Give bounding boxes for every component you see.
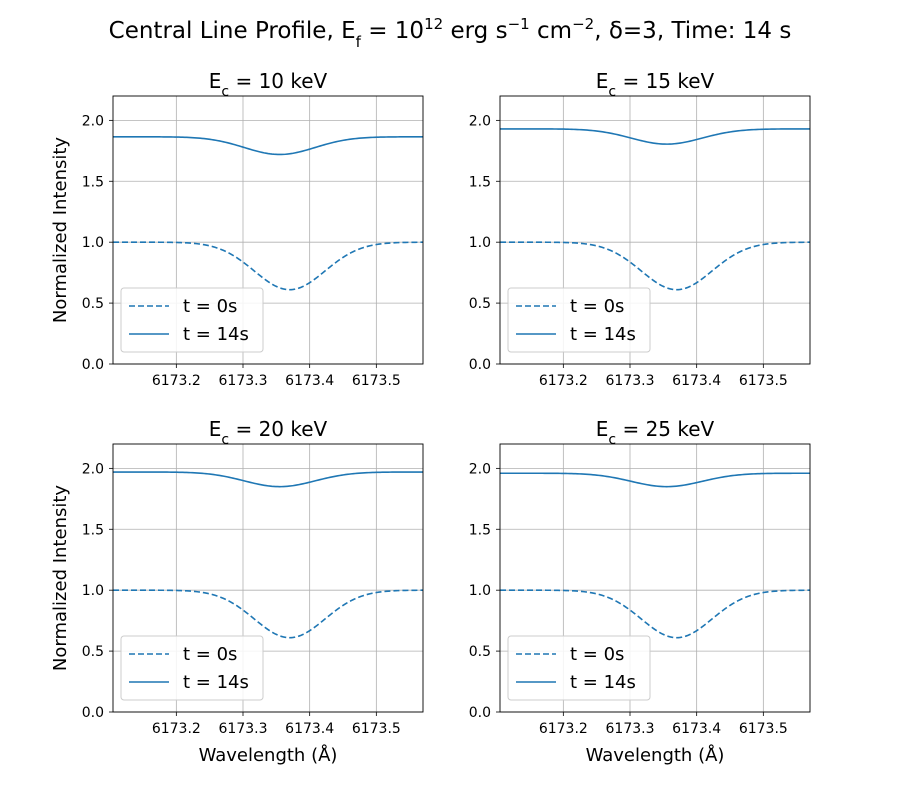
y-axis-label: Normalized Intensity — [50, 137, 71, 323]
legend-box — [120, 635, 264, 701]
legend-label: t = 0s — [183, 296, 237, 317]
y-tick-label: 1.5 — [82, 174, 104, 190]
x-tick-label: 6173.4 — [285, 721, 334, 737]
chart-panel-2: 6173.2 6173.3 6173.4 6173.5 0.0 0.5 1.0 1.5 2.0 E… — [469, 69, 811, 389]
panel-title: Ec = 25 keV — [596, 417, 715, 448]
legend-box — [120, 287, 264, 353]
y-tick-label: 0.5 — [469, 644, 491, 660]
y-tick-label: 2.0 — [82, 113, 104, 129]
y-tick-label: 2.0 — [469, 461, 491, 477]
x-tick-label: 6173.2 — [539, 721, 588, 737]
y-tick-label: 1.0 — [469, 583, 491, 599]
legend-label: t = 14s — [570, 672, 636, 693]
x-tick-label: 6173.5 — [352, 373, 401, 389]
y-tick-label: 1.5 — [469, 522, 491, 538]
legend-label: t = 0s — [183, 644, 237, 665]
chart-panel-4: 6173.2 6173.3 6173.4 6173.5 0.0 0.5 1.0 1.5 2.0 E… — [469, 417, 811, 766]
chart-panel-1: 6173.2 6173.3 6173.4 6173.5 0.0 0.5 1.0 1.5 2.0 E… — [50, 69, 424, 389]
x-axis-label: Wavelength (Å) — [586, 744, 725, 766]
y-tick-label: 0.5 — [82, 644, 104, 660]
plot-frame — [112, 443, 424, 713]
legend-box — [507, 635, 651, 701]
legend-label: t = 14s — [570, 324, 636, 345]
series-line-t0 — [500, 589, 811, 639]
x-tick-label: 6173.2 — [539, 373, 588, 389]
y-tick-label: 0.5 — [469, 296, 491, 312]
x-tick-label: 6173.5 — [352, 721, 401, 737]
y-tick-label: 1.5 — [469, 174, 491, 190]
x-tick-label: 6173.5 — [739, 373, 788, 389]
series-line-t0 — [113, 241, 424, 291]
panel-title: Ec = 20 keV — [209, 417, 328, 448]
y-tick-label: 2.0 — [82, 461, 104, 477]
chart-panel-3: 6173.2 6173.3 6173.4 6173.5 0.0 0.5 1.0 1.5 2.0 E… — [50, 417, 424, 766]
legend-label: t = 14s — [183, 672, 249, 693]
series-line-t0 — [500, 241, 811, 291]
x-tick-label: 6173.3 — [219, 373, 268, 389]
x-tick-label: 6173.2 — [152, 373, 201, 389]
figure-title: Central Line Profile, Ef = 1012 erg s−1 … — [109, 15, 792, 51]
x-tick-label: 6173.4 — [672, 373, 721, 389]
x-tick-label: 6173.5 — [739, 721, 788, 737]
series-line-t14 — [500, 472, 810, 488]
legend-label: t = 14s — [183, 324, 249, 345]
legend-label: t = 0s — [570, 296, 624, 317]
y-tick-label: 0.0 — [469, 357, 491, 373]
y-tick-label: 1.5 — [82, 522, 104, 538]
series-line-t14 — [500, 128, 810, 145]
panel-title: Ec = 10 keV — [209, 69, 328, 100]
x-tick-label: 6173.3 — [606, 721, 655, 737]
x-tick-label: 6173.3 — [219, 721, 268, 737]
y-axis-label: Normalized Intensity — [50, 485, 71, 671]
series-line-t14 — [113, 471, 423, 488]
series-line-t14 — [113, 136, 424, 156]
legend-label: t = 0s — [570, 644, 624, 665]
x-tick-label: 6173.2 — [152, 721, 201, 737]
y-tick-label: 0.0 — [82, 705, 104, 721]
y-tick-label: 0.0 — [82, 357, 104, 373]
x-axis-label: Wavelength (Å) — [199, 744, 338, 766]
x-tick-label: 6173.4 — [672, 721, 721, 737]
y-tick-label: 1.0 — [82, 235, 104, 251]
x-tick-label: 6173.3 — [606, 373, 655, 389]
plot-frame — [112, 95, 424, 365]
panel-title: Ec = 15 keV — [596, 69, 715, 100]
y-tick-label: 2.0 — [469, 113, 491, 129]
y-tick-label: 1.0 — [469, 235, 491, 251]
x-tick-label: 6173.4 — [285, 373, 334, 389]
series-line-t0 — [113, 589, 424, 639]
plot-frame — [499, 95, 811, 365]
y-tick-label: 1.0 — [82, 583, 104, 599]
y-tick-label: 0.0 — [469, 705, 491, 721]
y-tick-label: 0.5 — [82, 296, 104, 312]
plot-frame — [499, 443, 811, 713]
legend-box — [507, 287, 651, 353]
